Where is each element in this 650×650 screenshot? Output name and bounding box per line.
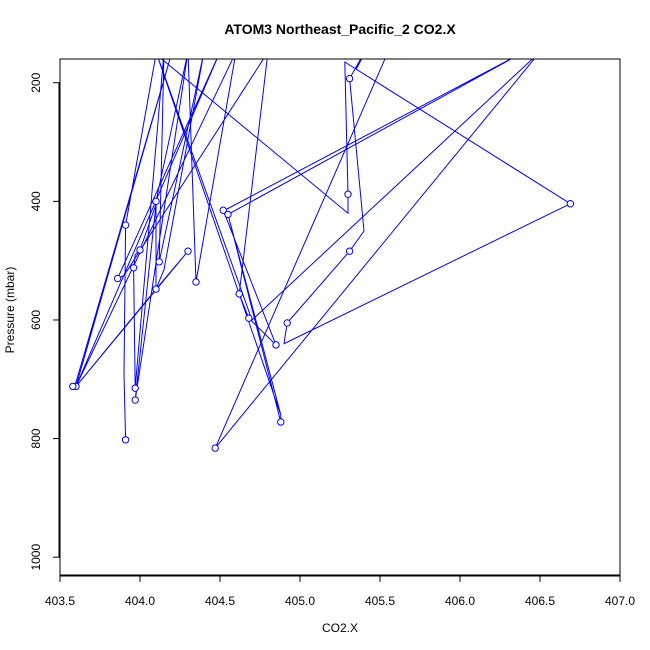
data-point	[283, 319, 291, 327]
data-point	[235, 290, 243, 298]
data-point	[566, 200, 575, 208]
data-point	[121, 436, 130, 444]
data-point	[131, 396, 139, 404]
data-point	[121, 221, 130, 229]
marker-layer	[69, 74, 575, 452]
y-tick-label: 1000	[29, 544, 43, 571]
x-tick-label: 407.0	[605, 594, 635, 608]
data-point	[131, 384, 139, 392]
y-tick-label: 800	[29, 428, 43, 448]
data-point	[211, 444, 219, 452]
data-point	[136, 246, 144, 254]
data-point	[345, 74, 354, 83]
x-axis-label: CO2.X	[322, 621, 358, 635]
y-tick-label: 200	[29, 72, 43, 92]
x-tick-label: 403.5	[45, 594, 75, 608]
plot-frame	[59, 58, 621, 576]
x-tick-label: 404.0	[125, 594, 155, 608]
data-point	[224, 210, 232, 219]
data-point	[184, 247, 192, 255]
x-tick-label: 405.0	[285, 594, 315, 608]
y-axis-label: Pressure (mbar)	[3, 267, 17, 354]
data-point	[152, 285, 160, 293]
data-point	[345, 247, 354, 255]
data-point	[344, 190, 352, 198]
data-point	[219, 206, 227, 214]
chart-title: ATOM3 Northeast_Pacific_2 CO2.X	[224, 21, 456, 37]
data-point	[113, 274, 122, 283]
y-tick-label: 400	[29, 191, 43, 211]
data-point	[69, 382, 77, 391]
data-point	[245, 314, 253, 322]
series-layer	[71, 59, 572, 449]
data-point	[155, 258, 163, 266]
x-tick-label: 404.5	[205, 594, 235, 608]
data-point	[277, 418, 285, 426]
data-point	[192, 278, 200, 286]
data-point	[129, 264, 138, 272]
y-axis: 200 400 600 800 1000	[29, 72, 60, 571]
x-tick-label: 405.5	[365, 594, 395, 608]
y-tick-label: 600	[29, 310, 43, 330]
x-tick-label: 406.5	[525, 594, 555, 608]
series-line	[71, 59, 572, 449]
x-tick-label: 406.0	[445, 594, 475, 608]
data-point	[152, 197, 160, 206]
data-point	[272, 341, 280, 349]
x-axis: 403.5 404.0 404.5 405.0 405.5 406.0 406.5 407.0	[45, 575, 635, 608]
